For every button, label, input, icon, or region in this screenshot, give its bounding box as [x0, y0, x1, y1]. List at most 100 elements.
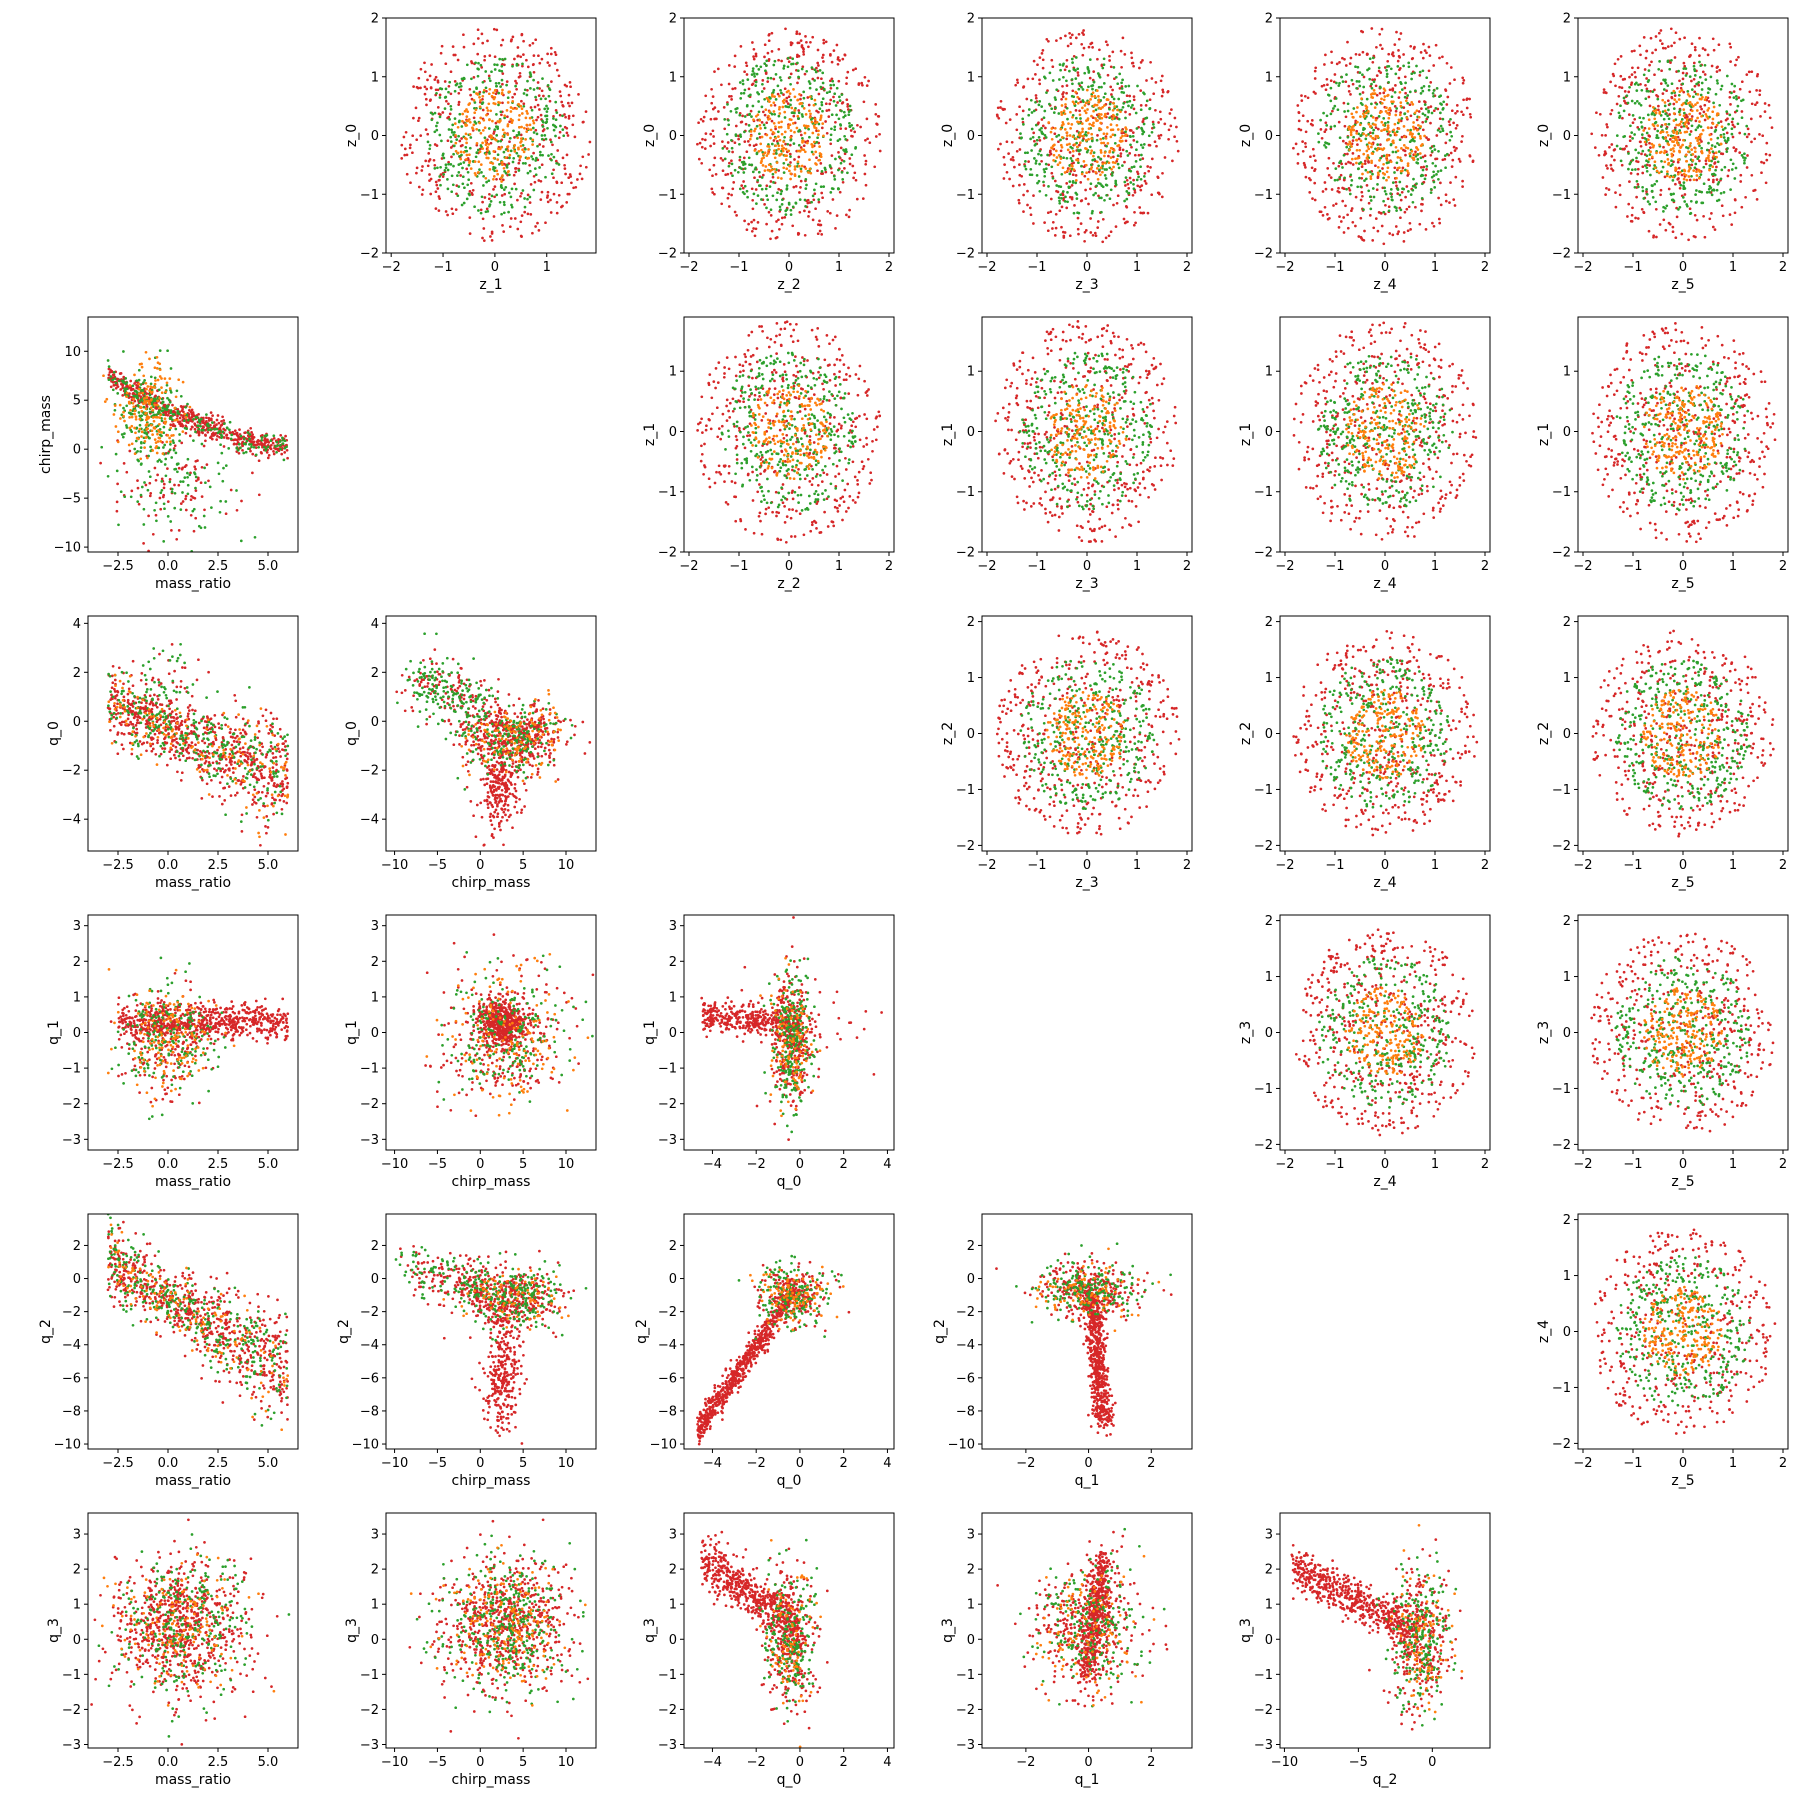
- scatter-point: [782, 93, 785, 96]
- scatter-point: [504, 148, 508, 151]
- scatter-point: [1369, 199, 1373, 202]
- scatter-point: [1111, 171, 1114, 175]
- scatter-point: [465, 123, 469, 127]
- scatter-point: [1677, 93, 1681, 97]
- scatter-point: [536, 221, 539, 225]
- scatter-point: [1399, 81, 1402, 84]
- scatter-point: [1369, 175, 1373, 178]
- scatter-point: [786, 102, 790, 105]
- scatter-point: [780, 189, 784, 193]
- scatter-point: [780, 144, 784, 148]
- scatter-point: [1085, 134, 1088, 137]
- scatter-point: [1710, 159, 1713, 163]
- scatter-point: [1109, 135, 1113, 139]
- scatter-point: [1667, 117, 1671, 121]
- scatter-point: [549, 46, 553, 50]
- scatter-point: [1737, 55, 1740, 59]
- scatter-point: [468, 153, 471, 157]
- scatter-point: [1141, 211, 1144, 215]
- scatter-point: [452, 152, 455, 156]
- scatter-point: [797, 175, 801, 178]
- scatter-point: [789, 103, 792, 107]
- scatter-point: [760, 198, 763, 201]
- scatter-point: [1343, 57, 1346, 61]
- scatter-point: [1112, 97, 1116, 101]
- scatter-point: [1623, 77, 1627, 81]
- scatter-point: [1088, 145, 1092, 149]
- scatter-point: [1306, 119, 1310, 123]
- scatter-point: [500, 69, 504, 73]
- scatter-point: [531, 126, 535, 130]
- scatter-point: [847, 110, 851, 114]
- scatter-point: [1696, 116, 1699, 120]
- scatter-point: [783, 87, 787, 91]
- scatter-point: [1037, 152, 1040, 156]
- scatter-point: [1106, 43, 1109, 47]
- scatter-point: [1399, 208, 1403, 212]
- scatter-point: [1083, 230, 1087, 234]
- scatter-point: [520, 112, 524, 115]
- scatter-point: [765, 121, 769, 125]
- scatter-point: [1367, 160, 1370, 163]
- scatter-point: [769, 128, 773, 132]
- scatter-point: [425, 87, 429, 91]
- scatter-point: [1064, 195, 1067, 199]
- scatter-point: [776, 92, 780, 96]
- scatter-point: [757, 110, 761, 114]
- scatter-point: [1115, 105, 1119, 108]
- scatter-point: [495, 193, 499, 197]
- scatter-point: [827, 108, 831, 112]
- scatter-point: [708, 168, 712, 172]
- scatter-point: [1631, 114, 1635, 117]
- scatter-point: [1682, 177, 1686, 181]
- scatter-point: [1317, 132, 1320, 135]
- scatter-point: [1647, 127, 1651, 130]
- scatter-point: [433, 167, 437, 170]
- scatter-point: [468, 120, 472, 124]
- scatter-point: [1108, 54, 1111, 58]
- scatter-point: [1676, 160, 1680, 164]
- scatter-point: [726, 141, 730, 144]
- scatter-point: [1394, 133, 1398, 137]
- scatter-point: [1372, 226, 1376, 230]
- scatter-point: [1096, 57, 1099, 61]
- scatter-point: [1070, 123, 1074, 126]
- scatter-point: [1066, 117, 1069, 121]
- scatter-point: [532, 151, 535, 155]
- scatter-point: [763, 203, 766, 206]
- scatter-point: [1627, 113, 1631, 116]
- scatter-point: [765, 184, 769, 188]
- scatter-point: [581, 155, 585, 159]
- scatter-point: [769, 136, 772, 140]
- scatter-point: [803, 209, 806, 213]
- scatter-point: [581, 120, 585, 124]
- scatter-point: [1050, 171, 1054, 175]
- scatter-point: [1365, 184, 1369, 187]
- scatter-point: [506, 124, 510, 128]
- scatter-point: [769, 76, 773, 80]
- scatter-point: [1740, 110, 1744, 113]
- scatter-point: [1729, 103, 1732, 106]
- scatter-point: [1347, 90, 1351, 93]
- scatter-point: [1398, 68, 1401, 72]
- scatter-point: [1708, 151, 1712, 154]
- scatter-point: [1604, 134, 1607, 137]
- scatter-point: [558, 90, 562, 93]
- scatter-point: [461, 112, 465, 116]
- scatter-point: [1678, 180, 1681, 184]
- scatter-point: [540, 190, 544, 194]
- scatter-point: [1386, 59, 1390, 63]
- scatter-point: [1035, 138, 1039, 142]
- y-tick-label: −1: [1254, 188, 1273, 203]
- scatter-point: [1403, 86, 1407, 90]
- scatter-point: [511, 160, 515, 164]
- scatter-point: [1393, 166, 1397, 170]
- scatter-point: [1112, 165, 1115, 169]
- scatter-point: [1076, 216, 1080, 220]
- scatter-point: [554, 109, 558, 112]
- scatter-point: [1153, 140, 1157, 144]
- scatter-point: [1334, 167, 1338, 170]
- scatter-point: [1349, 131, 1353, 134]
- scatter-point: [1449, 66, 1453, 69]
- scatter-point: [1021, 109, 1025, 113]
